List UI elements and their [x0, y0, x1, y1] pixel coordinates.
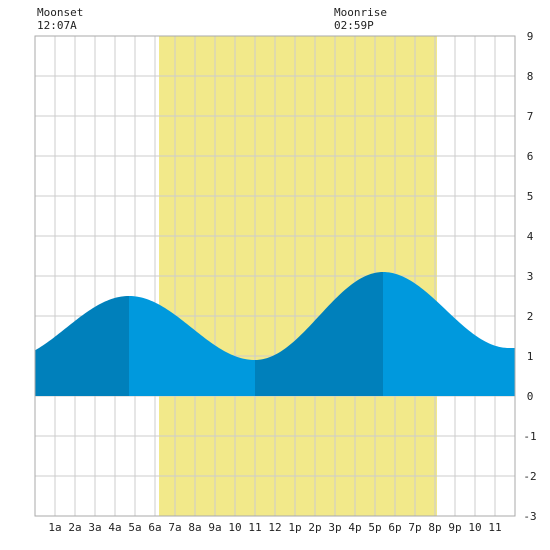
x-tick-label: 6a: [148, 521, 161, 534]
x-tick-label: 2p: [308, 521, 321, 534]
y-tick-label: -2: [523, 470, 536, 483]
y-tick-label: 1: [527, 350, 534, 363]
x-tick-label: 10: [228, 521, 241, 534]
x-tick-label: 1p: [288, 521, 301, 534]
tide-falling-area: [129, 296, 255, 396]
plot-frame: [34, 35, 516, 517]
tide-falling-area: [383, 272, 509, 396]
y-tick-label: -1: [523, 430, 536, 443]
moonset-time: 12:07A: [37, 19, 77, 32]
x-tick-label: 7p: [408, 521, 421, 534]
moonrise-time: 02:59P: [334, 19, 374, 32]
x-tick-label: 8a: [188, 521, 201, 534]
y-tick-label: 9: [527, 30, 534, 43]
y-tick-label: 8: [527, 70, 534, 83]
x-tick-label: 3a: [88, 521, 101, 534]
x-tick-label: 4a: [108, 521, 121, 534]
moonset-label: Moonset: [37, 6, 83, 19]
tide-falling-area: [509, 348, 515, 396]
y-tick-label: 4: [527, 230, 534, 243]
x-tick-label: 1a: [48, 521, 61, 534]
y-tick-label: 0: [527, 390, 534, 403]
x-tick-label: 3p: [328, 521, 341, 534]
x-tick-label: 2a: [68, 521, 81, 534]
x-tick-label: 9a: [208, 521, 221, 534]
x-tick-label: 9p: [448, 521, 461, 534]
x-tick-label: 5p: [368, 521, 381, 534]
y-tick-label: 6: [527, 150, 534, 163]
x-tick-label: 10: [468, 521, 481, 534]
y-tick-label: 2: [527, 310, 534, 323]
x-tick-label: 5a: [128, 521, 141, 534]
x-tick-label: 6p: [388, 521, 401, 534]
x-tick-label: 4p: [348, 521, 361, 534]
x-tick-label: 8p: [428, 521, 441, 534]
tide-rising-area: [35, 296, 129, 396]
tide-rising-area: [255, 272, 383, 396]
y-tick-label: -3: [523, 510, 536, 523]
x-tick-label: 7a: [168, 521, 181, 534]
x-tick-label: 11: [488, 521, 501, 534]
x-tick-label: 11: [248, 521, 261, 534]
y-tick-label: 5: [527, 190, 534, 203]
x-tick-label: 12: [268, 521, 281, 534]
y-tick-label: 7: [527, 110, 534, 123]
moonrise-label: Moonrise: [334, 6, 387, 19]
y-tick-label: 3: [527, 270, 534, 283]
